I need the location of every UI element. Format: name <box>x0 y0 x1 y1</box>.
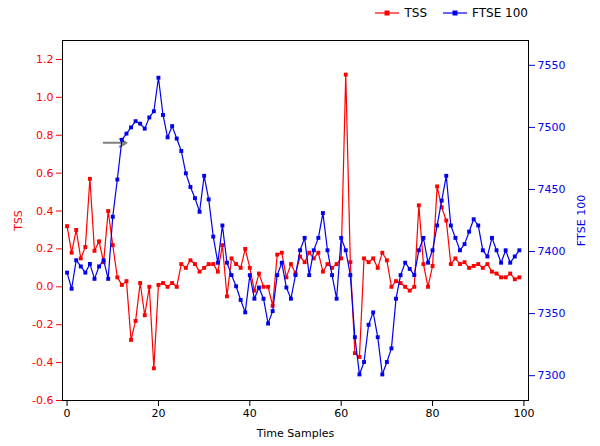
html-text:TSS: TSS <box>404 6 427 20</box>
svg-text:0.8: 0.8 <box>36 129 54 142</box>
svg-text:TSS: TSS <box>12 210 25 232</box>
svg-text:7500: 7500 <box>538 121 566 134</box>
svg-text:0.6: 0.6 <box>36 167 54 180</box>
svg-text:7350: 7350 <box>538 307 566 320</box>
html-text:FTSE 100: FTSE 100 <box>472 6 528 20</box>
svg-text:20: 20 <box>151 407 165 420</box>
svg-text:0: 0 <box>64 407 71 420</box>
svg-text:7300: 7300 <box>538 369 566 382</box>
svg-text:1.0: 1.0 <box>36 91 54 104</box>
svg-text:7400: 7400 <box>538 245 566 258</box>
svg-text:-0.6: -0.6 <box>32 394 53 407</box>
svg-text:-0.4: -0.4 <box>32 356 53 369</box>
svg-text:0.0: 0.0 <box>36 280 54 293</box>
svg-text:7550: 7550 <box>538 59 566 72</box>
svg-text:Time Samples: Time Samples <box>256 427 335 440</box>
svg-text:0.4: 0.4 <box>36 205 54 218</box>
svg-text:0.2: 0.2 <box>36 242 54 255</box>
svg-text:60: 60 <box>334 407 348 420</box>
svg-text:FTSE 100: FTSE 100 <box>575 195 588 246</box>
svg-text:-0.2: -0.2 <box>32 318 53 331</box>
svg-text:80: 80 <box>426 407 440 420</box>
svg-text:1.2: 1.2 <box>36 53 54 66</box>
svg-text:40: 40 <box>243 407 257 420</box>
svg-text:100: 100 <box>513 407 534 420</box>
svg-text:7450: 7450 <box>538 183 566 196</box>
